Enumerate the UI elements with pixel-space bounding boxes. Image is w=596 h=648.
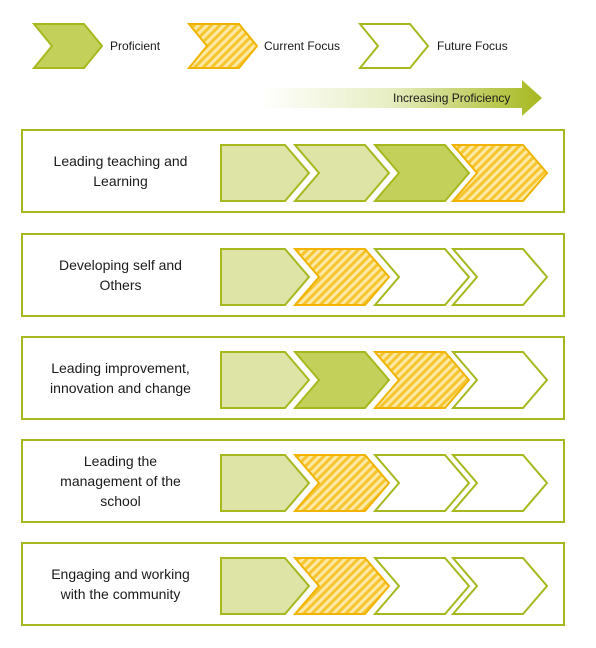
legend-proficient-icon bbox=[32, 23, 104, 69]
competency-row-engaging-community: Engaging and working with the community bbox=[21, 542, 565, 626]
stage-chevron-1-proficient bbox=[220, 144, 311, 202]
stage-chevron-3-proficient-dark bbox=[372, 144, 471, 202]
competency-label: Engaging and working with the community bbox=[51, 566, 190, 602]
competency-label: Leading teaching and Learning bbox=[53, 153, 188, 189]
stage-chevrons bbox=[220, 351, 549, 409]
stage-chevron-4-future bbox=[450, 557, 549, 615]
competency-row-leading-management: Leading the management of the school bbox=[21, 439, 565, 523]
stage-chevron-4-current bbox=[450, 144, 549, 202]
stage-chevron-2-proficient bbox=[292, 144, 391, 202]
competency-label: Leading improvement, innovation and chan… bbox=[50, 360, 191, 396]
competency-row-developing-self: Developing self and Others bbox=[21, 233, 565, 317]
stage-chevron-2-current bbox=[292, 248, 391, 306]
stage-chevron-1-proficient bbox=[220, 454, 311, 512]
stage-chevron-1-proficient bbox=[220, 248, 311, 306]
competency-label: Leading the management of the school bbox=[60, 453, 181, 509]
stage-chevron-3-future bbox=[372, 454, 471, 512]
stage-chevrons bbox=[220, 248, 549, 306]
stage-chevron-1-proficient bbox=[220, 557, 311, 615]
stage-chevron-4-future bbox=[450, 454, 549, 512]
legend-future-focus-label: Future Focus bbox=[437, 39, 508, 53]
legend-future-focus-icon bbox=[358, 23, 430, 69]
stage-chevron-2-proficient-dark bbox=[292, 351, 391, 409]
stage-chevron-4-future bbox=[450, 248, 549, 306]
stage-chevron-3-future bbox=[372, 248, 471, 306]
stage-chevrons bbox=[220, 454, 549, 512]
stage-chevron-2-current bbox=[292, 454, 391, 512]
stage-chevrons bbox=[220, 144, 549, 202]
competency-label: Developing self and Others bbox=[59, 257, 182, 293]
stage-chevron-1-proficient bbox=[220, 351, 311, 409]
stage-chevron-3-future bbox=[372, 557, 471, 615]
increasing-proficiency-label: Increasing Proficiency bbox=[393, 91, 511, 105]
increasing-proficiency-arrow bbox=[260, 80, 542, 116]
stage-chevron-4-future bbox=[450, 351, 549, 409]
legend-proficient-label: Proficient bbox=[110, 39, 161, 53]
legend-current-focus-icon bbox=[187, 23, 259, 69]
stage-chevron-3-current bbox=[372, 351, 471, 409]
competency-row-leading-improvement: Leading improvement, innovation and chan… bbox=[21, 336, 565, 420]
stage-chevron-2-current bbox=[292, 557, 391, 615]
legend-current-focus-label: Current Focus bbox=[264, 39, 341, 53]
stage-chevrons bbox=[220, 557, 549, 615]
competency-row-leading-teaching: Leading teaching and Learning bbox=[21, 129, 565, 213]
